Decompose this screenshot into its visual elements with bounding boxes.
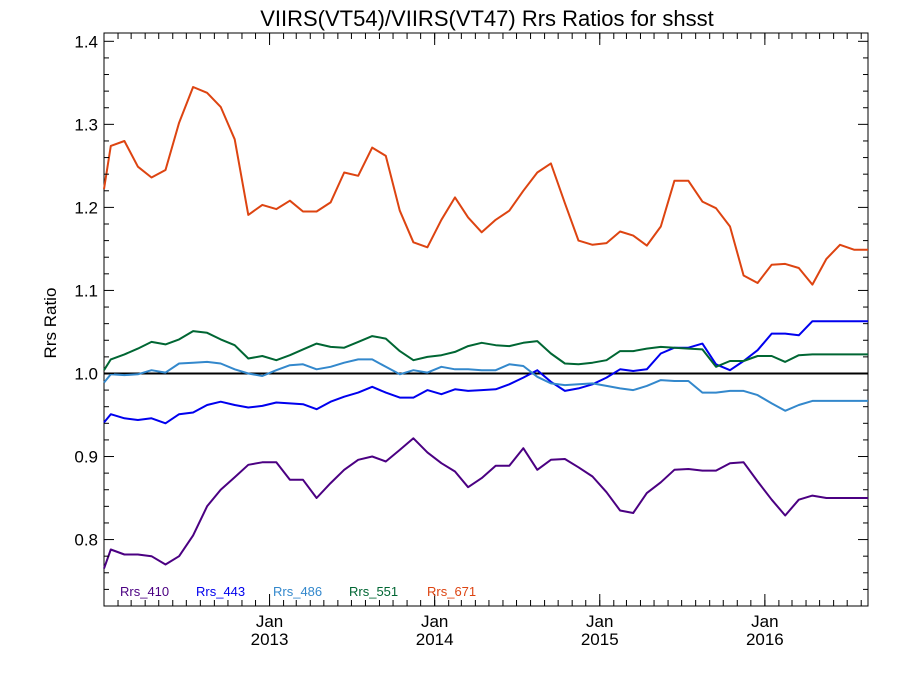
x-tick-label-year: 2016 [746, 630, 784, 649]
chart-title: VIIRS(VT54)/VIIRS(VT47) Rrs Ratios for s… [260, 6, 714, 31]
series-lines [103, 86, 868, 569]
x-tick-label-year: 2015 [581, 630, 619, 649]
x-tick-label-month: Jan [421, 612, 448, 631]
y-tick-label: 1.1 [74, 281, 98, 300]
x-tick-label-month: Jan [256, 612, 283, 631]
y-tick-label: 0.8 [74, 531, 98, 550]
legend-entry-rrs-443: Rrs_443 [196, 584, 245, 599]
series-line-rrs-551 [103, 330, 868, 371]
legend-entry-rrs-410: Rrs_410 [120, 584, 169, 599]
series-line-rrs-671 [103, 86, 868, 286]
legend-entry-rrs-671: Rrs_671 [427, 584, 476, 599]
series-line-rrs-486 [103, 358, 868, 412]
x-tick-label-year: 2013 [251, 630, 289, 649]
plot-area [103, 32, 869, 607]
plot-frame [103, 32, 869, 607]
series-line-rrs-443 [103, 320, 868, 425]
x-tick-label-month: Jan [586, 612, 613, 631]
y-tick-label: 1.3 [74, 115, 98, 134]
y-tick-label: 1.2 [74, 198, 98, 217]
y-tick-label: 0.9 [74, 448, 98, 467]
y-tick-label: 1.4 [74, 32, 98, 51]
y-tick-label: 1.0 [74, 364, 98, 383]
legend: Rrs_410 Rrs_443 Rrs_486 Rrs_551 Rrs_671 [120, 584, 476, 599]
x-tick-label-year: 2014 [416, 630, 454, 649]
y-axis-label: Rrs Ratio [41, 288, 60, 359]
legend-entry-rrs-486: Rrs_486 [273, 584, 322, 599]
axis-ticks: 0.80.91.01.11.21.31.4Jan2013Jan2014Jan20… [74, 32, 868, 649]
x-tick-label-month: Jan [751, 612, 778, 631]
legend-entry-rrs-551: Rrs_551 [349, 584, 398, 599]
series-line-rrs-410 [103, 437, 868, 569]
